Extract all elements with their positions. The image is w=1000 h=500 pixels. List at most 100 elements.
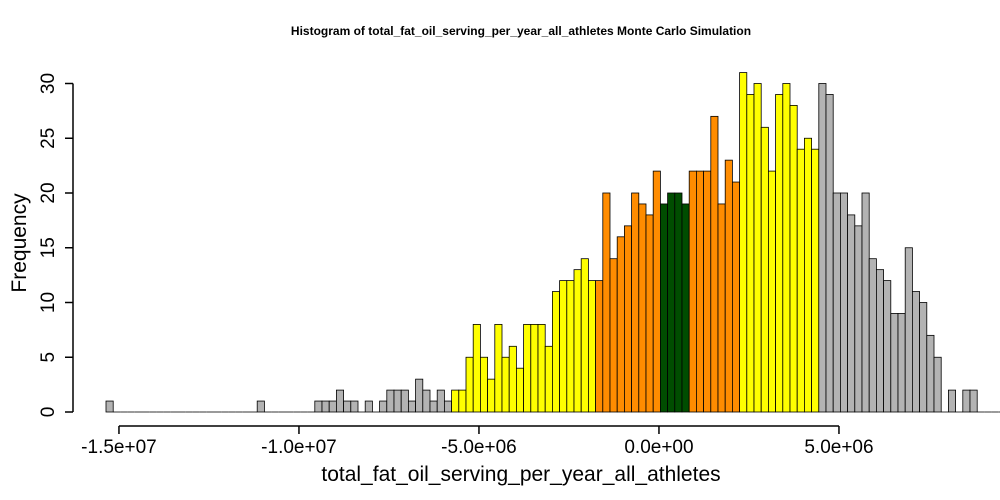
x-tick-label: -1.0e+07 — [261, 437, 337, 458]
y-tick-label: 25 — [38, 128, 59, 149]
histogram-bar — [328, 400, 337, 413]
histogram-bar — [379, 400, 388, 413]
histogram-bar — [105, 400, 114, 413]
histogram-bar — [825, 94, 834, 413]
histogram-bar — [624, 225, 633, 413]
histogram-bar — [645, 214, 654, 413]
x-tick-label: 5.0e+06 — [804, 437, 873, 458]
histogram-bar — [588, 280, 597, 413]
histogram-bar — [479, 356, 488, 413]
histogram-bar — [573, 269, 582, 413]
histogram-bar — [609, 258, 618, 413]
y-tick-label: 5 — [38, 352, 59, 363]
histogram-bar — [386, 389, 395, 413]
histogram-bar — [652, 170, 661, 413]
histogram-bar — [775, 94, 784, 413]
histogram-bar — [472, 323, 481, 413]
histogram-bar — [508, 345, 517, 413]
histogram-bar — [256, 400, 265, 413]
histogram-bar — [321, 400, 330, 413]
histogram-bar — [667, 192, 676, 413]
histogram-bar — [552, 291, 561, 413]
histogram-bar — [638, 203, 647, 413]
histogram-bar — [962, 389, 971, 413]
y-tick-label: 10 — [38, 292, 59, 313]
histogram-bar — [660, 203, 669, 413]
histogram-bar — [883, 280, 892, 413]
histogram-bar — [530, 323, 539, 413]
histogram-bar — [559, 280, 568, 413]
histogram-bar — [811, 148, 820, 413]
x-tick-label: -5.0e+06 — [441, 437, 517, 458]
histogram-bar — [753, 83, 762, 413]
histogram-bar — [566, 280, 575, 413]
histogram-bar — [400, 389, 409, 413]
x-axis-label: total_fat_oil_serving_per_year_all_athle… — [321, 463, 720, 486]
histogram-bar — [789, 105, 798, 413]
histogram-bar — [804, 137, 813, 413]
histogram-bar — [674, 192, 683, 413]
histogram-bar — [746, 94, 755, 413]
histogram-bar — [876, 269, 885, 413]
histogram-bar — [458, 389, 467, 413]
histogram-bars — [105, 72, 1000, 413]
histogram-bar — [465, 356, 474, 413]
histogram-bar — [602, 192, 611, 413]
histogram-bar — [710, 115, 719, 413]
y-tick-label: 15 — [38, 237, 59, 258]
histogram-bar — [912, 291, 921, 413]
y-axis-label: Frequency — [8, 193, 31, 293]
histogram-bar — [919, 302, 928, 413]
histogram-bar — [969, 389, 978, 413]
y-tick-label: 20 — [38, 182, 59, 203]
histogram-bar — [832, 192, 841, 413]
histogram-bar — [422, 389, 431, 413]
histogram-bar — [544, 345, 553, 413]
histogram-bar — [451, 389, 460, 413]
histogram-bar — [523, 323, 532, 413]
histogram-bar — [314, 400, 323, 413]
histogram-bar — [933, 356, 942, 413]
histogram-bar — [760, 126, 769, 413]
histogram-bar — [393, 389, 402, 413]
histogram-bar — [854, 225, 863, 413]
chart-title: Histogram of total_fat_oil_serving_per_y… — [291, 24, 751, 38]
histogram-bar — [782, 83, 791, 413]
histogram-bar — [739, 72, 748, 413]
histogram-bar — [487, 378, 496, 413]
y-axis: 0 5 10 15 20 25 30 — [38, 73, 74, 418]
y-tick-label: 0 — [38, 407, 59, 418]
histogram-bar — [868, 258, 877, 413]
histogram-bar — [443, 400, 452, 413]
histogram-bar — [926, 334, 935, 413]
histogram-bar — [796, 148, 805, 413]
histogram-bar — [415, 378, 424, 413]
histogram-bar — [840, 192, 849, 413]
histogram-bar — [717, 203, 726, 413]
histogram-bar — [847, 214, 856, 413]
histogram-bar — [364, 400, 373, 413]
x-tick-label: 0.0e+00 — [624, 437, 693, 458]
histogram-bar — [501, 356, 510, 413]
histogram-bar — [904, 247, 913, 413]
histogram-bar — [818, 83, 827, 413]
histogram-bar — [436, 389, 445, 413]
histogram-bar — [616, 236, 625, 413]
histogram-bar — [948, 389, 957, 413]
histogram-bar — [350, 400, 359, 413]
histogram-bar — [516, 367, 525, 413]
histogram-bar — [703, 170, 712, 413]
histogram-bar — [897, 313, 906, 413]
histogram-bar — [890, 313, 899, 413]
histogram-bar — [335, 389, 344, 413]
histogram-bar — [724, 159, 733, 413]
x-tick-label: -1.5e+07 — [81, 437, 157, 458]
histogram-bar — [732, 181, 741, 413]
histogram-bar — [681, 203, 690, 413]
histogram-bar — [861, 192, 870, 413]
histogram-bar — [696, 170, 705, 413]
histogram-bar — [595, 280, 604, 413]
histogram-bar — [688, 170, 697, 413]
histogram-bar — [631, 192, 640, 413]
